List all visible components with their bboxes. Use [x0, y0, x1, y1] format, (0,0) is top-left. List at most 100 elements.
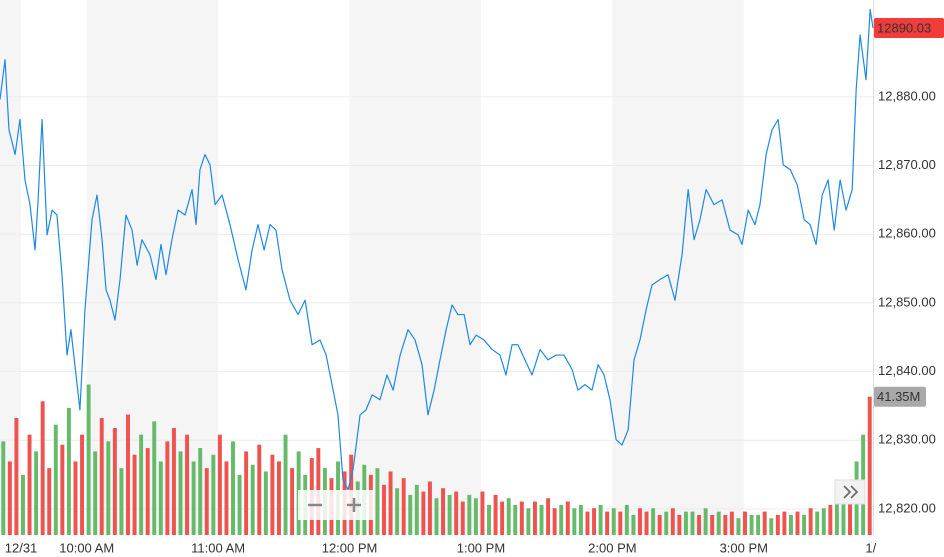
volume-bar [578, 504, 583, 535]
volume-bar [447, 494, 452, 535]
volume-bar [224, 461, 229, 535]
volume-bar [848, 484, 852, 535]
volume-bar [565, 501, 570, 535]
volume-bar [775, 514, 780, 535]
volume-bar [66, 407, 71, 535]
volume-bar [795, 511, 800, 535]
volume-bar [244, 451, 249, 535]
volume-bar [631, 514, 636, 535]
x-tick-label: 1/ [865, 540, 876, 555]
volume-bar [526, 508, 531, 535]
volume-bar [106, 441, 111, 535]
scroll-end[interactable] [834, 479, 866, 505]
volume-bar [283, 434, 288, 535]
volume-bar [690, 511, 695, 535]
volume-bar [683, 511, 688, 535]
volume-bar [585, 511, 590, 535]
volume-bar [697, 514, 702, 535]
volume-bar [198, 448, 203, 535]
volume-bar [657, 514, 662, 535]
volume-bar [126, 414, 130, 535]
volume-bar [644, 511, 649, 535]
price-line [0, 9, 874, 491]
y-tick-label: 12,820.00 [878, 500, 936, 515]
volume-bar [618, 511, 623, 535]
volume-bar [185, 434, 190, 535]
volume-bar [152, 421, 157, 535]
volume-bar [513, 504, 518, 535]
volume-bar [506, 498, 511, 535]
volume-bar [808, 508, 813, 535]
x-tick-label: 12:00 PM [322, 540, 378, 555]
volume-bar [532, 501, 537, 535]
volume-bar [165, 441, 170, 535]
y-tick-label: 12,880.00 [878, 88, 936, 103]
volume-bar [749, 514, 754, 535]
volume-bar [552, 508, 557, 535]
volume-bar [841, 494, 846, 535]
volume-bar [867, 396, 872, 535]
volume-badge-label: 41.35M [877, 389, 920, 404]
volume-bar [670, 508, 675, 535]
volume-bar [93, 451, 98, 535]
volume-bar [421, 491, 426, 535]
band [0, 0, 22, 535]
volume-bar [40, 401, 45, 535]
volume-bar [473, 498, 478, 535]
volume-bar [677, 514, 682, 535]
x-tick-label: 3:00 PM [720, 540, 768, 555]
volume-bar [211, 454, 216, 535]
volume-bar [414, 484, 419, 535]
volume-bar [290, 468, 295, 535]
volume-bar [119, 468, 124, 535]
volume-bar [47, 468, 52, 535]
volume-bar [736, 518, 741, 535]
y-tick-label: 12,870.00 [878, 157, 936, 172]
volume-bar [834, 501, 839, 535]
volume-bar [500, 501, 505, 535]
volume-bar [27, 434, 32, 535]
volume-bar [132, 454, 137, 535]
volume-bar [191, 461, 196, 535]
y-tick-label: 12,840.00 [878, 363, 936, 378]
volume-bar [782, 511, 787, 535]
band [612, 0, 744, 535]
volume-bar [375, 468, 380, 535]
volume-bar [487, 504, 491, 535]
volume-bar [395, 488, 400, 535]
volume-bar [756, 514, 761, 535]
x-tick-label: 10:00 AM [59, 540, 114, 555]
volume-bar [263, 471, 268, 535]
volume-bar [204, 468, 209, 535]
volume-bar [802, 514, 807, 535]
background [0, 0, 744, 535]
volume-bar [572, 508, 577, 535]
zoom-controls[interactable] [298, 490, 374, 520]
volume-bar [217, 434, 222, 535]
volume-bar [388, 471, 393, 535]
volume-bar [821, 508, 826, 535]
volume-bar [139, 434, 144, 535]
volume-bar [7, 461, 12, 535]
volume-bar [592, 508, 597, 535]
volume-bar [638, 508, 642, 535]
volume-bar [664, 511, 669, 535]
volume-bar [743, 511, 747, 535]
volume-bar [171, 428, 176, 535]
volume-bar [14, 417, 19, 535]
price-badge [874, 17, 944, 38]
volume-bar [158, 461, 163, 535]
volume-bar [270, 454, 275, 535]
volume-bar [651, 508, 656, 535]
y-tick-label: 12,850.00 [878, 294, 936, 309]
volume-bar [788, 514, 793, 535]
plot [0, 0, 874, 535]
volume-bar [480, 491, 485, 535]
x-tick-label: 1:00 PM [457, 540, 505, 555]
volume-bar [99, 417, 104, 535]
scroll-icon [843, 485, 859, 499]
volume-bar [53, 424, 58, 535]
volume-bar [703, 508, 708, 535]
